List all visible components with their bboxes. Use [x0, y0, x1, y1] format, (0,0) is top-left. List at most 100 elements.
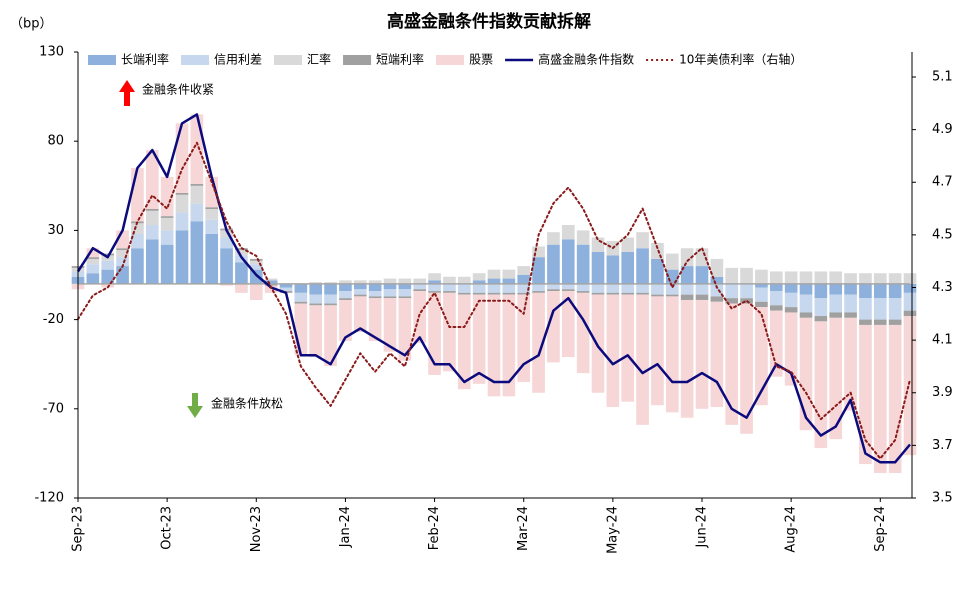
x-tick-label: May-24 [605, 506, 620, 554]
y2-tick-label: 4.1 [932, 333, 953, 348]
bar-segment [621, 237, 635, 252]
x-tick-label: Mar-24 [516, 506, 531, 551]
bar-segment [591, 294, 605, 393]
bar-segment [517, 294, 531, 383]
bar-segment [86, 257, 100, 259]
bar-segment [561, 289, 575, 292]
bar-segment [383, 283, 397, 290]
bar-segment [294, 283, 308, 293]
legend-swatch [436, 55, 465, 65]
bar-segment [769, 310, 783, 377]
bar-segment [487, 278, 501, 284]
bar-segment [621, 292, 635, 295]
bar-segment [368, 291, 382, 297]
bar-segment [606, 283, 620, 293]
bar-segment [859, 319, 872, 325]
bar-segment [561, 283, 575, 290]
bar-segment [472, 280, 486, 284]
bar-segment [339, 299, 352, 342]
bar-segment [695, 294, 709, 300]
bar-segment [859, 298, 872, 320]
bar-segment [903, 273, 917, 284]
bar-segment [175, 192, 189, 195]
bar-segment [710, 283, 724, 297]
bar-segment [160, 230, 174, 245]
bar-segment [116, 257, 129, 267]
bar-segment [903, 292, 917, 311]
bar-segment [353, 289, 367, 295]
legend-label: 汇率 [307, 52, 331, 67]
bar-segment [264, 283, 278, 286]
bar-segment [487, 292, 501, 295]
bar-segment [784, 292, 798, 308]
bar-segment [145, 225, 159, 240]
bar-segment [755, 301, 768, 308]
x-tick-label: Jun-24 [695, 506, 710, 549]
bar-segment [903, 310, 917, 317]
bar-segment [309, 283, 323, 295]
bar-segment [175, 230, 189, 284]
bar-segment [561, 291, 575, 358]
bar-segment [428, 291, 441, 293]
bar-segment [413, 278, 427, 284]
bar-segment [636, 283, 649, 293]
up-arrow [119, 80, 135, 106]
bar-segment [621, 294, 635, 402]
plot-area [71, 113, 917, 474]
bar-segment [710, 296, 724, 302]
bar-segment [755, 283, 768, 288]
bar-segment [873, 273, 887, 284]
bar-segment [220, 237, 233, 249]
bar-segment [220, 283, 233, 286]
bar-segment [264, 278, 278, 281]
bar-segment [428, 273, 441, 281]
bar-segment [799, 283, 813, 295]
bar-segment [502, 294, 516, 397]
bar-segment [86, 248, 100, 258]
bar-segment [621, 251, 635, 284]
bar-segment [339, 283, 352, 292]
bar-segment [710, 258, 724, 277]
bar-segment [86, 264, 100, 274]
bar-segment [547, 289, 560, 292]
bar-segment [160, 216, 174, 218]
bar-segment [561, 239, 575, 284]
bar-segment [829, 283, 843, 295]
bar-segment [443, 291, 456, 293]
bar-segment [755, 269, 768, 284]
y-tick-label: -120 [34, 491, 64, 506]
bar-segment [353, 280, 367, 284]
bar-segment [249, 264, 263, 270]
bar-segment [502, 269, 516, 279]
bar-segment [428, 283, 441, 292]
y-tick-label: 130 [39, 45, 64, 60]
bar-segment [413, 289, 427, 292]
y-tick-label: 30 [47, 223, 64, 238]
bar-segment [517, 275, 531, 284]
bar-segment [799, 312, 813, 318]
bar-segment [190, 184, 204, 186]
bar-segment [903, 316, 917, 456]
bar-segment [220, 248, 233, 284]
bar-segment [324, 305, 337, 366]
y-tick-label: -20 [43, 312, 64, 327]
bar-segment [398, 278, 412, 284]
bar-segment [680, 294, 694, 300]
bar-segment [145, 208, 159, 211]
x-tick-label: Sep-24 [873, 506, 888, 552]
bar-segment [873, 324, 887, 474]
bar-segment [190, 185, 204, 204]
bar-segment [695, 283, 709, 295]
bar-segment [205, 233, 219, 284]
bar-segment [517, 283, 531, 293]
bar-segment [472, 294, 486, 384]
bar-segment [487, 294, 501, 397]
bar-segment [859, 283, 872, 299]
bar-segment [413, 283, 427, 290]
bar-segment [873, 319, 887, 325]
legend-label: 高盛金融条件指数 [538, 52, 634, 67]
bar-segment [145, 210, 159, 226]
bar-segment [398, 289, 412, 297]
bar-segment [457, 276, 471, 284]
x-tick-label: Feb-24 [427, 506, 442, 550]
